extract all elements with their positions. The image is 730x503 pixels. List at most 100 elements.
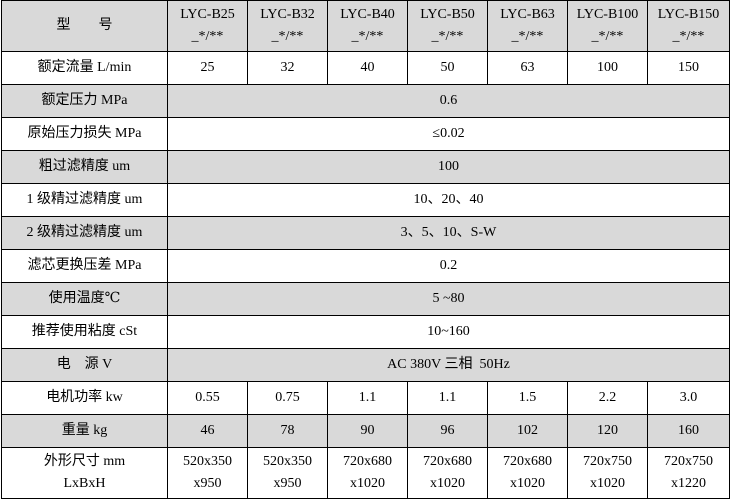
cell-text: _*/** — [191, 29, 224, 44]
cell-text: 78 — [280, 423, 295, 438]
table-cell: LYC-B150 _*/** — [647, 0, 730, 52]
cell-text: 3、5、10、S-W — [400, 225, 497, 240]
table-cell: 32 — [247, 51, 328, 85]
table-cell: 推荐使用粘度 cSt — [1, 315, 168, 349]
cell-text: 90 — [360, 423, 375, 438]
cell-text: 46 — [200, 423, 215, 438]
cell-text: 额定压力 MPa — [41, 93, 128, 108]
cell-text: 63 — [520, 60, 535, 75]
cell-text: 32 — [280, 60, 295, 75]
cell-text: 720x680 — [343, 454, 392, 469]
cell-text: 520x350 — [263, 454, 312, 469]
table-cell: AC 380V 三相 50Hz — [167, 348, 730, 382]
cell-text: LYC-B63 — [500, 7, 555, 22]
table-row: 电 源 V AC 380V 三相 50Hz — [1, 348, 730, 382]
table-cell: 520x350 x950 — [247, 447, 328, 499]
table-cell: 10~160 — [167, 315, 730, 349]
cell-text: 使用温度℃ — [48, 291, 121, 306]
table-row: 2 级精过滤精度 um 3、5、10、S-W — [1, 216, 730, 250]
cell-text: 25 — [200, 60, 215, 75]
table-cell: 额定压力 MPa — [1, 84, 168, 118]
table-cell: 100 — [567, 51, 648, 85]
table-row: 推荐使用粘度 cSt 10~160 — [1, 315, 730, 349]
table-cell: 重量 kg — [1, 414, 168, 448]
table-cell: LYC-B40 _*/** — [327, 0, 408, 52]
table-cell: 0.6 — [167, 84, 730, 118]
table-cell: 720x750 x1020 — [567, 447, 648, 499]
cell-text: 1 级精过滤精度 um — [26, 192, 143, 207]
cell-text: _*/** — [271, 29, 304, 44]
table-cell: 外形尺寸 mm LxBxH — [1, 447, 168, 499]
table-cell: 50 — [407, 51, 488, 85]
cell-text: 102 — [517, 423, 538, 438]
cell-text: _*/** — [672, 29, 705, 44]
cell-text: 推荐使用粘度 cSt — [31, 324, 138, 339]
cell-text: x1020 — [590, 476, 625, 491]
cell-text: 720x750 — [583, 454, 632, 469]
table-cell: 25 — [167, 51, 248, 85]
cell-text: 40 — [360, 60, 375, 75]
cell-text: AC 380V 三相 50Hz — [387, 357, 510, 372]
cell-text: _*/** — [511, 29, 544, 44]
cell-text: 5 ~80 — [432, 291, 465, 306]
table-row: 型 号 LYC-B25 _*/** LYC-B32 _*/** LYC-B40 _*/** L… — [1, 0, 730, 52]
cell-text: LYC-B100 — [576, 7, 639, 22]
cell-text: 额定流量 L/min — [37, 60, 132, 75]
cell-text: 重量 kg — [61, 423, 108, 438]
table-cell: 电机功率 kw — [1, 381, 168, 415]
table-cell: 720x750 x1220 — [647, 447, 730, 499]
table-cell: 90 — [327, 414, 408, 448]
table-cell: 原始压力损失 MPa — [1, 117, 168, 151]
cell-text: 2 级精过滤精度 um — [26, 225, 143, 240]
table-cell: LYC-B50 _*/** — [407, 0, 488, 52]
cell-text: LYC-B150 — [657, 7, 720, 22]
table-cell: 100 — [167, 150, 730, 184]
table-cell: LYC-B100 _*/** — [567, 0, 648, 52]
cell-text: x1020 — [350, 476, 385, 491]
cell-text: LYC-B40 — [340, 7, 395, 22]
cell-text: 100 — [597, 60, 618, 75]
table-cell: 粗过滤精度 um — [1, 150, 168, 184]
cell-text: 3.0 — [679, 390, 698, 405]
cell-text: x1020 — [430, 476, 465, 491]
table-cell: 1 级精过滤精度 um — [1, 183, 168, 217]
table-cell: 3.0 — [647, 381, 730, 415]
table-cell: LYC-B32 _*/** — [247, 0, 328, 52]
cell-text: 96 — [440, 423, 455, 438]
cell-text: ≤0.02 — [432, 126, 465, 141]
table-cell: 0.55 — [167, 381, 248, 415]
table-cell: 46 — [167, 414, 248, 448]
table-cell: 0.2 — [167, 249, 730, 283]
cell-text: 150 — [678, 60, 699, 75]
cell-text: 160 — [678, 423, 699, 438]
table-cell: 5 ~80 — [167, 282, 730, 316]
table-cell: 120 — [567, 414, 648, 448]
table-cell: 2 级精过滤精度 um — [1, 216, 168, 250]
table-row: 使用温度℃ 5 ~80 — [1, 282, 730, 316]
table-row: 滤芯更换压差 MPa 0.2 — [1, 249, 730, 283]
cell-text: 0.6 — [439, 93, 458, 108]
table-cell: 3、5、10、S-W — [167, 216, 730, 250]
cell-text: 10~160 — [427, 324, 470, 339]
table-cell: 型 号 — [1, 0, 168, 52]
table-row: 粗过滤精度 um 100 — [1, 150, 730, 184]
cell-text: 720x680 — [503, 454, 552, 469]
table-cell: 滤芯更换压差 MPa — [1, 249, 168, 283]
cell-text: 0.75 — [275, 390, 300, 405]
cell-text: 10、20、40 — [413, 192, 484, 207]
table-row: 重量 kg 46 78 90 96 102 120 160 — [1, 414, 730, 448]
cell-text: 1.1 — [358, 390, 377, 405]
cell-text: x950 — [193, 476, 222, 491]
table-cell: 720x680 x1020 — [327, 447, 408, 499]
cell-text: 外形尺寸 mm — [43, 454, 126, 469]
cell-text: x1220 — [671, 476, 706, 491]
cell-text: 电 源 V — [56, 357, 113, 372]
table-cell: 2.2 — [567, 381, 648, 415]
table-cell: 额定流量 L/min — [1, 51, 168, 85]
table-cell: 78 — [247, 414, 328, 448]
table-cell: 电 源 V — [1, 348, 168, 382]
table-row: 电机功率 kw 0.55 0.75 1.1 1.1 1.5 2.2 3.0 — [1, 381, 730, 415]
cell-text: x950 — [273, 476, 302, 491]
